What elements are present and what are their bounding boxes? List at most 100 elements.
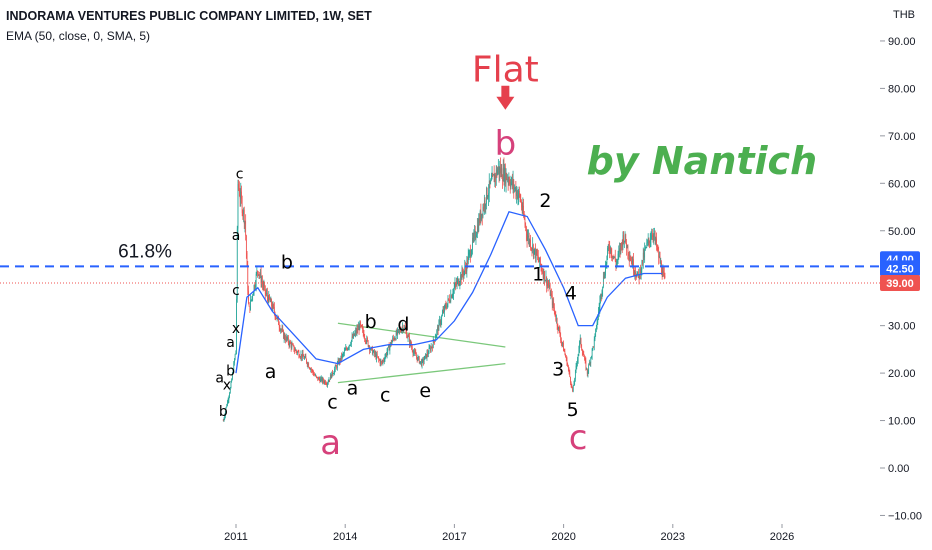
candle-body bbox=[482, 207, 484, 217]
candle-body bbox=[331, 371, 333, 379]
wave-label: e bbox=[419, 380, 431, 402]
candle-body bbox=[491, 179, 492, 181]
candle-body bbox=[268, 294, 270, 303]
candle-body bbox=[248, 290, 249, 304]
candle-body bbox=[633, 270, 635, 273]
candle-body bbox=[654, 233, 656, 241]
candle-body bbox=[455, 283, 457, 285]
candle-body bbox=[467, 259, 468, 264]
candle-body bbox=[593, 346, 594, 348]
candle-body bbox=[523, 215, 525, 219]
candle-body bbox=[629, 258, 631, 260]
candle-body bbox=[383, 360, 384, 362]
candle-body bbox=[582, 349, 583, 354]
candle-body bbox=[661, 262, 662, 273]
candle-body bbox=[492, 174, 494, 176]
candle-body bbox=[501, 168, 503, 179]
candle-body bbox=[257, 271, 259, 275]
candle-body bbox=[425, 354, 427, 359]
candle-body bbox=[263, 285, 265, 287]
candle-body bbox=[341, 355, 342, 359]
candle-body bbox=[316, 375, 317, 377]
candle-body bbox=[282, 328, 284, 331]
candle-body bbox=[232, 372, 234, 374]
candle-body bbox=[311, 369, 312, 371]
candle-body bbox=[525, 224, 527, 228]
candle-body bbox=[461, 269, 463, 280]
candle-body bbox=[348, 347, 349, 349]
candle-body bbox=[441, 315, 443, 322]
candle-body bbox=[388, 345, 390, 351]
candle-body bbox=[350, 344, 352, 346]
wave-label: 5 bbox=[567, 399, 579, 421]
candle-body bbox=[633, 259, 634, 271]
candle-body bbox=[545, 276, 547, 281]
candle-body bbox=[657, 248, 659, 250]
candle-body bbox=[540, 257, 541, 265]
ema-line bbox=[235, 211, 662, 374]
candle-body bbox=[264, 285, 266, 294]
price-tag bbox=[880, 274, 920, 291]
candle-body bbox=[339, 359, 341, 362]
price-tag bbox=[880, 260, 920, 277]
time-axis[interactable]: 2011 2014 2017 2020 2023 2026 bbox=[224, 524, 794, 543]
y-tick-label: 0.00 bbox=[888, 463, 909, 475]
candle-body bbox=[530, 247, 532, 249]
candle-body bbox=[590, 357, 592, 364]
candle-body bbox=[552, 301, 554, 306]
candle-body bbox=[524, 218, 526, 225]
candle-body bbox=[402, 326, 404, 330]
candle-body bbox=[477, 225, 479, 231]
candle-body bbox=[556, 318, 558, 326]
candle-body bbox=[462, 269, 464, 274]
candle-body bbox=[357, 328, 359, 331]
candle-body bbox=[288, 342, 290, 346]
candle-body bbox=[395, 331, 397, 340]
candle-body bbox=[295, 349, 297, 352]
candle-body bbox=[579, 340, 580, 349]
candle-body bbox=[262, 284, 264, 287]
candle-body bbox=[656, 246, 658, 249]
candle-body bbox=[432, 346, 433, 349]
candle-body bbox=[314, 374, 316, 376]
candle-body bbox=[534, 248, 536, 250]
indicator-legend[interactable]: EMA (50, close, 0, SMA, 5) bbox=[6, 29, 151, 43]
price-axis[interactable]: 90.00 80.00 70.00 60.00 50.00 30.00 20.00 10.00… bbox=[880, 36, 922, 523]
candle-body bbox=[229, 387, 231, 394]
candle-body bbox=[327, 382, 328, 385]
candle-body bbox=[535, 248, 536, 259]
candle-body bbox=[575, 365, 577, 371]
candle-body bbox=[442, 310, 444, 314]
candle-body bbox=[626, 242, 627, 249]
candle-body bbox=[641, 260, 643, 270]
y-tick-label: −10.00 bbox=[888, 510, 922, 522]
candle-body bbox=[437, 327, 439, 331]
candle-body bbox=[417, 357, 419, 361]
candle-body bbox=[408, 335, 410, 337]
y-tick-label: 60.00 bbox=[888, 178, 916, 190]
candle-body bbox=[238, 184, 240, 189]
candle-body bbox=[602, 286, 604, 292]
candle-body bbox=[644, 249, 646, 258]
candle-body bbox=[521, 207, 523, 211]
candle-body bbox=[615, 261, 617, 266]
candle-body bbox=[232, 373, 233, 380]
wave-label: 3 bbox=[552, 358, 564, 380]
candle-body bbox=[556, 318, 557, 320]
candle-body bbox=[307, 363, 309, 366]
candle-body bbox=[231, 379, 233, 383]
candle-body bbox=[356, 328, 358, 333]
candle-body bbox=[333, 372, 335, 374]
candle-body bbox=[259, 274, 261, 276]
candle-body bbox=[464, 266, 466, 272]
candle-body bbox=[317, 376, 319, 380]
candle-body bbox=[478, 218, 480, 231]
candle-body bbox=[339, 359, 340, 365]
candle-body bbox=[412, 351, 414, 354]
wave-label: c bbox=[232, 283, 240, 299]
wave-label: b bbox=[219, 404, 228, 420]
candle-body bbox=[397, 329, 398, 335]
candle-body bbox=[228, 396, 230, 401]
candle-body bbox=[278, 317, 279, 325]
